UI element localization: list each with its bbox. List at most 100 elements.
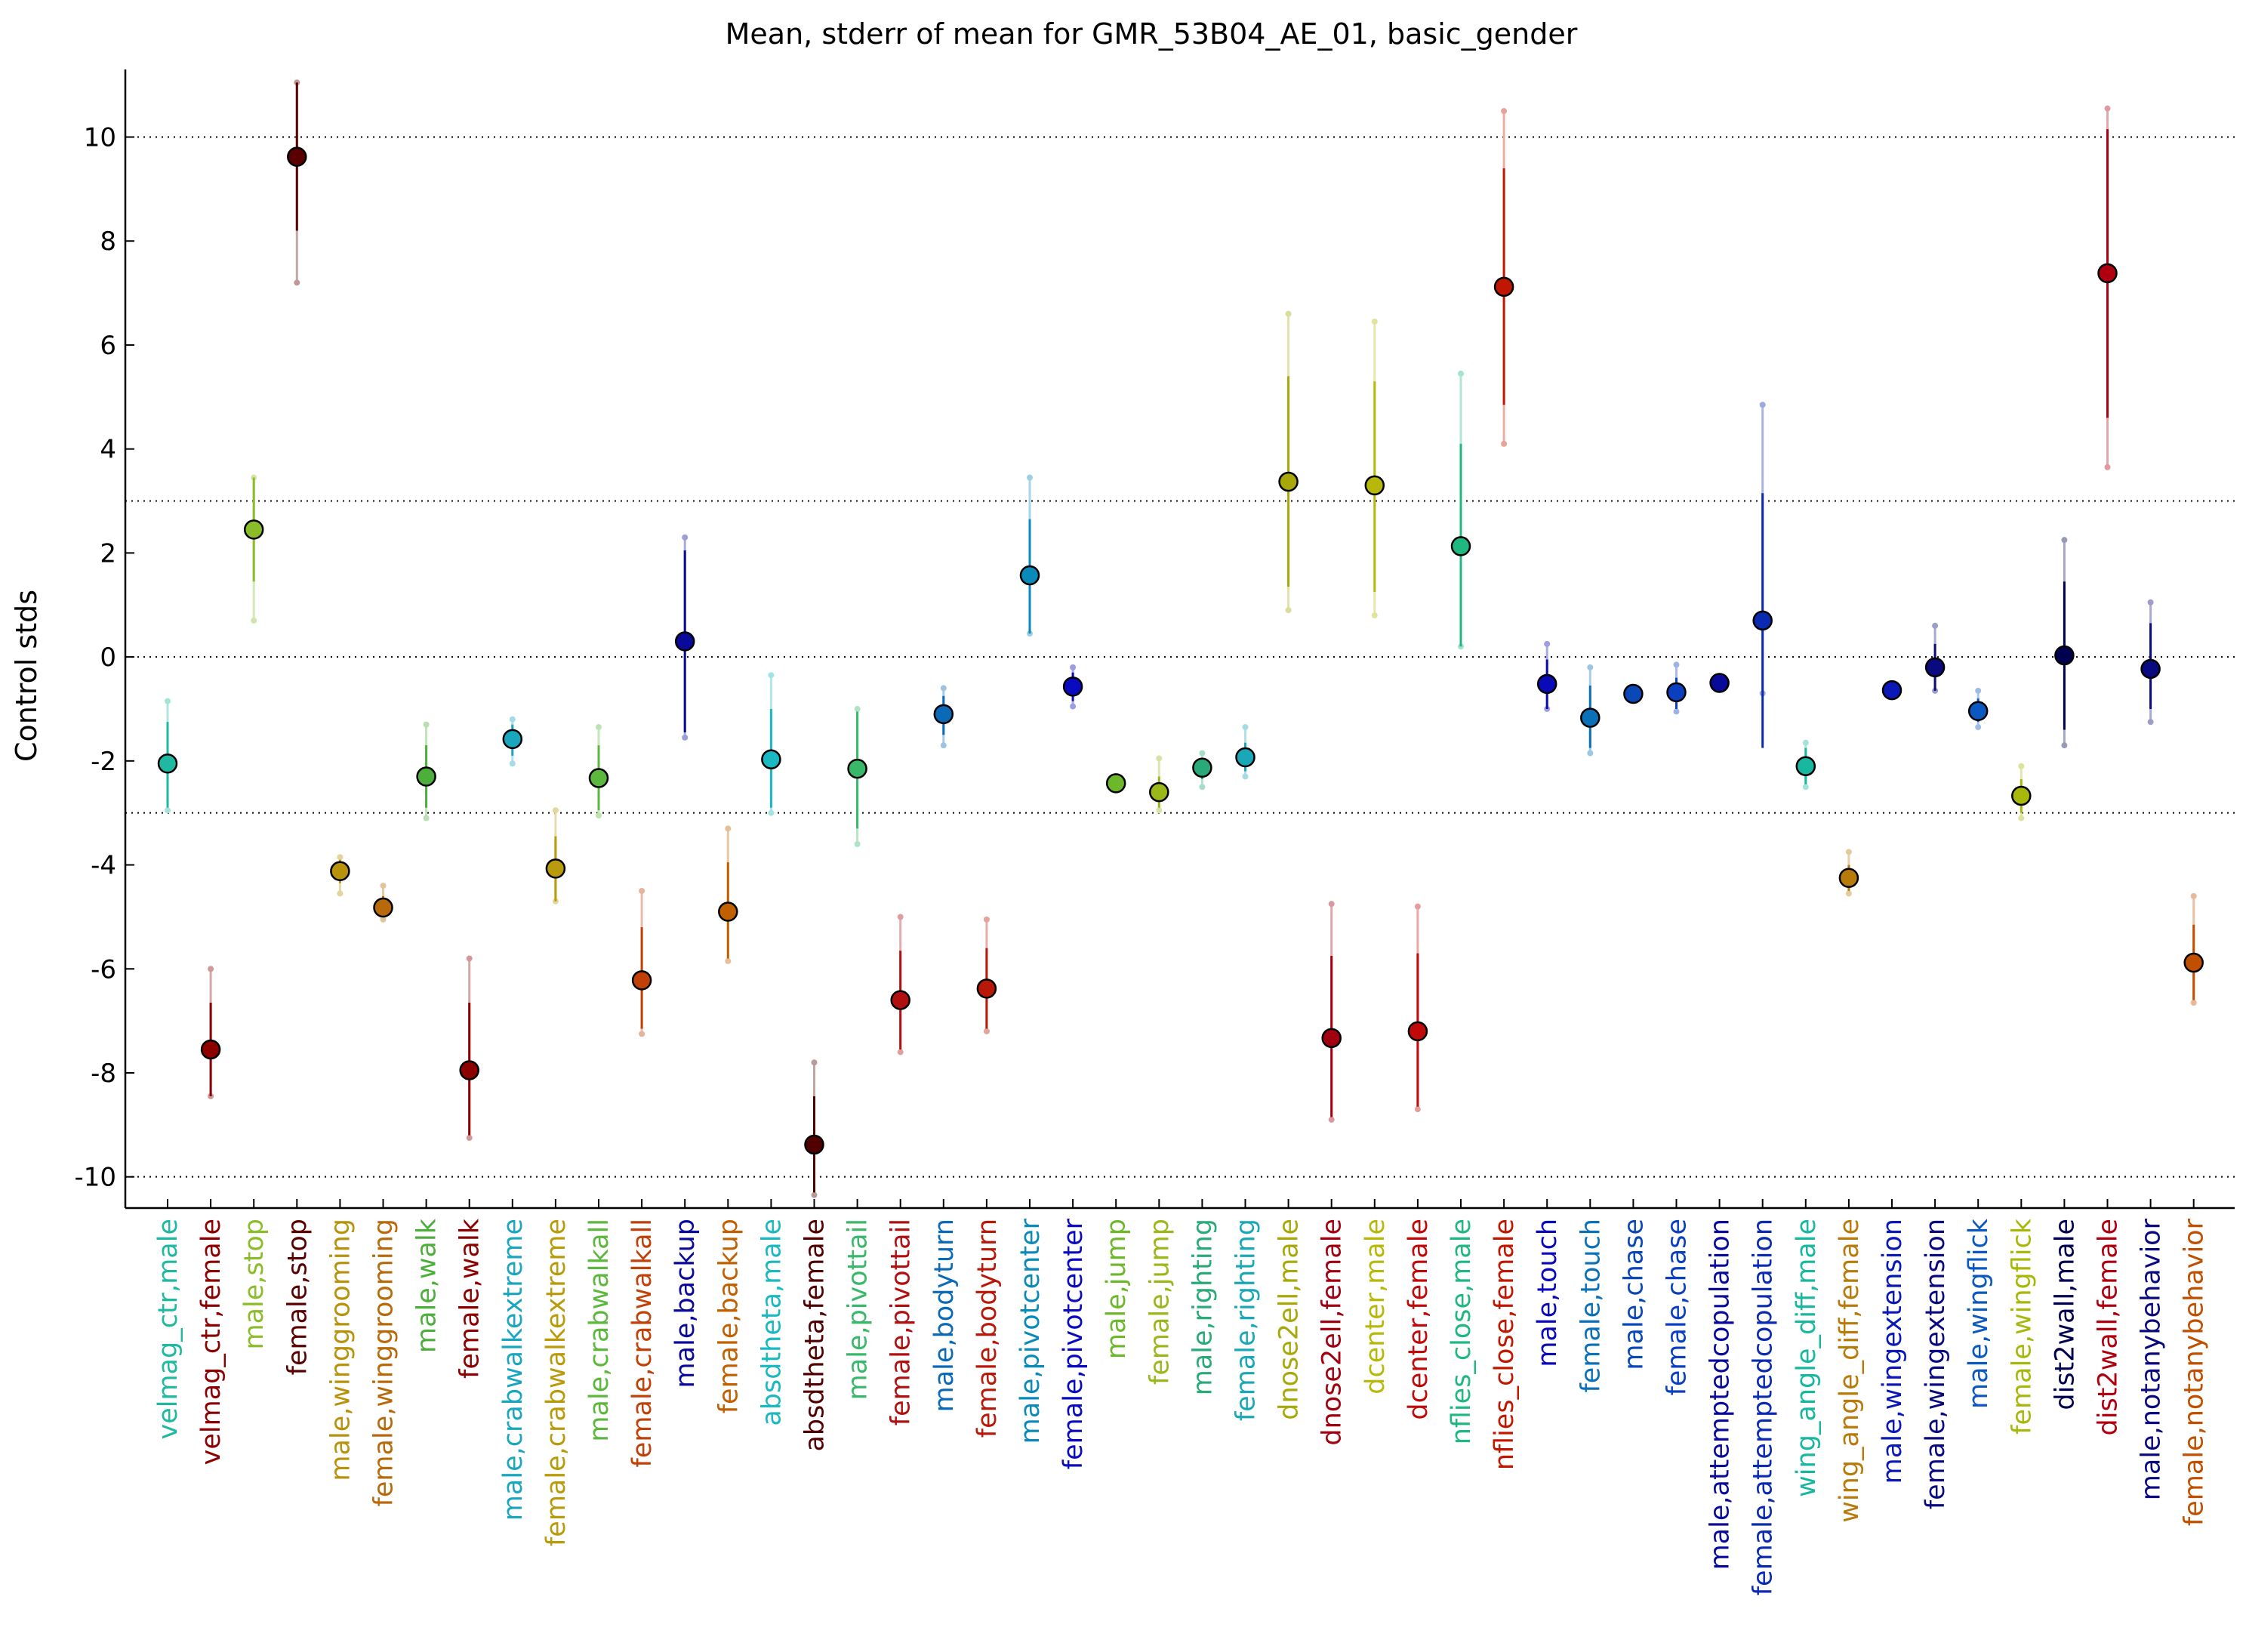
data-point-group [1235, 724, 1255, 780]
range-max-dot [1759, 402, 1766, 408]
y-tick-label: 10 [84, 123, 116, 153]
data-point-group [2140, 599, 2161, 726]
range-max-dot [1371, 318, 1378, 325]
data-point-group [1881, 680, 1902, 701]
range-min-dot [509, 760, 516, 767]
range-max-dot [725, 825, 732, 832]
range-max-dot [1242, 724, 1249, 731]
data-point-group [1838, 849, 1859, 897]
range-min-dot [1285, 607, 1292, 614]
y-tick-label: 4 [100, 435, 116, 465]
mean-marker [2011, 785, 2032, 806]
x-tick-label: nflies_close,female [1490, 1219, 1520, 1470]
x-tick-label: female,bodyturn [972, 1219, 1003, 1438]
reference-lines [125, 136, 2235, 1178]
range-min-dot [1975, 724, 1982, 731]
mean-marker [761, 749, 781, 770]
range-min-dot [1242, 773, 1249, 780]
range-max-dot [1414, 903, 1421, 910]
range-min-dot [811, 1191, 818, 1198]
range-max-dot [1501, 108, 1508, 115]
data-point-group [1623, 683, 1644, 704]
range-min-dot [337, 890, 344, 897]
mean-marker [373, 897, 393, 918]
mean-marker [330, 861, 350, 882]
x-tick-label: dnose2ell,male [1274, 1219, 1305, 1420]
data-point-group [1364, 318, 1385, 619]
mean-marker [631, 970, 652, 991]
mean-marker [2183, 952, 2204, 973]
range-max-dot [1027, 474, 1033, 481]
mean-marker [847, 758, 867, 779]
x-tick-label: absdtheta,male [756, 1219, 787, 1426]
mean-marker [287, 146, 307, 167]
data-points [157, 79, 2204, 1198]
range-max-dot [1673, 661, 1680, 668]
range-min-dot [983, 1028, 990, 1034]
range-max-dot [1587, 664, 1594, 670]
x-tick-label: male,stop [239, 1219, 270, 1350]
range-min-dot [2190, 1000, 2197, 1006]
mean-marker [1580, 707, 1601, 728]
x-tick-label: dnose2ell,female [1317, 1219, 1348, 1446]
range-min-dot [2018, 815, 2025, 821]
mean-marker [2054, 645, 2075, 666]
range-min-dot [1802, 784, 1809, 791]
data-point-group [2054, 537, 2075, 749]
data-point-group [1149, 755, 1169, 814]
data-point-group [1019, 474, 1040, 637]
range-min-dot [2061, 742, 2068, 749]
range-min-dot [2104, 464, 2111, 470]
y-axis-ticks: -10 -8 -6 -4 -2 0 2 4 6 8 10 [74, 123, 134, 1193]
range-min-dot [1587, 750, 1594, 757]
range-min-dot [1414, 1106, 1421, 1113]
x-tick-label: wing_angle_diff,female [1835, 1219, 1865, 1523]
chart-title: Mean, stderr of mean for GMR_53B04_AE_01… [726, 17, 1578, 51]
x-tick-label: male,crabwalkextreme [498, 1219, 528, 1521]
x-tick-label: female,wingextension [1921, 1219, 1951, 1509]
mean-marker [502, 729, 523, 750]
mean-marker [1235, 747, 1255, 768]
y-axis-label: Control stds [10, 590, 43, 762]
range-max-dot [1845, 849, 1852, 855]
mean-marker [1105, 773, 1126, 794]
range-min-dot [1371, 612, 1378, 619]
data-point-group [1967, 687, 1989, 731]
range-max-dot [940, 685, 947, 692]
mean-marker [588, 768, 609, 788]
range-min-dot [294, 279, 300, 286]
data-point-group [890, 914, 910, 1056]
range-max-dot [1199, 750, 1206, 757]
data-point-group [373, 883, 393, 923]
data-point-group [1192, 750, 1212, 791]
data-point-group [1450, 370, 1471, 650]
data-point-group [1062, 664, 1083, 710]
range-min-dot [380, 916, 387, 923]
mean-marker [416, 766, 436, 787]
x-axis-ticks: velmag_ctr,male velmag_ctr,female male,sto… [153, 1199, 2210, 1595]
range-min-dot [897, 1049, 904, 1056]
range-min-dot [1199, 784, 1206, 791]
range-min-dot [251, 617, 257, 624]
mean-marker [157, 754, 178, 774]
mean-marker [1709, 673, 1730, 693]
x-tick-label: dist2wall,female [2093, 1219, 2124, 1435]
range-min-dot [596, 812, 602, 819]
mean-marker [2097, 263, 2118, 284]
data-point-group [1795, 739, 1816, 791]
range-min-dot [725, 957, 732, 964]
data-point-group [502, 716, 523, 767]
range-min-dot [768, 809, 775, 816]
mean-marker [1407, 1021, 1428, 1042]
data-point-group [804, 1059, 824, 1198]
range-max-dot [552, 807, 559, 814]
x-tick-label: female,wingflick [2007, 1218, 2037, 1435]
x-tick-label: female,backup [713, 1219, 744, 1413]
mean-marker [1278, 471, 1299, 492]
range-max-dot [2104, 105, 2111, 112]
y-tick-label: -2 [91, 747, 116, 777]
y-tick-label: -4 [91, 851, 116, 881]
x-tick-label: dcenter,male [1360, 1219, 1391, 1395]
range-max-dot [1932, 622, 1939, 629]
mean-marker [2140, 658, 2161, 680]
